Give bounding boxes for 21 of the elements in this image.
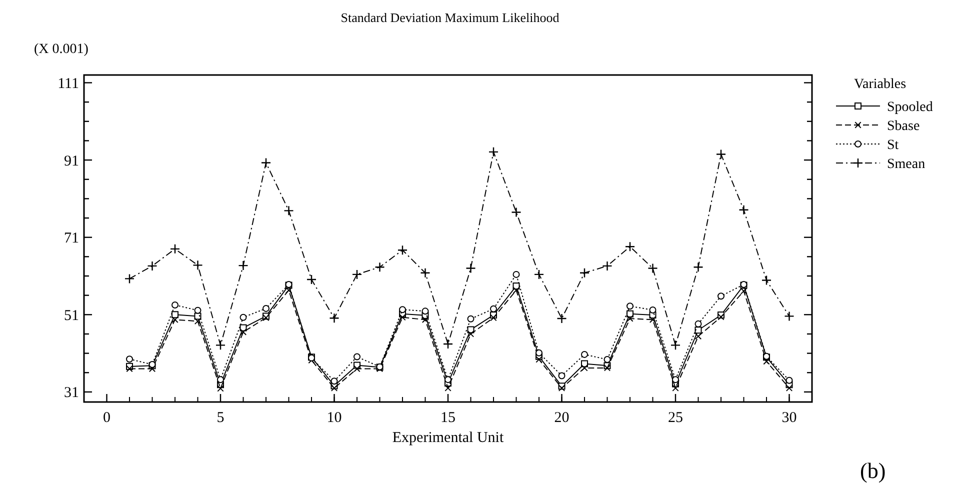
legend-title: Variables bbox=[854, 77, 906, 92]
x-tick-label: 20 bbox=[554, 410, 570, 426]
x-tick-label: 5 bbox=[216, 410, 224, 426]
text: (b) bbox=[860, 458, 886, 483]
x-tick-label: 10 bbox=[326, 410, 342, 426]
x-tick-label: 25 bbox=[668, 410, 683, 426]
legend-label: Smean bbox=[887, 156, 926, 172]
text: (X 0.001) bbox=[34, 42, 89, 57]
legend-label: Spooled bbox=[887, 100, 933, 115]
y-tick-label: 51 bbox=[64, 308, 79, 324]
legend-label: Sbase bbox=[887, 118, 920, 134]
y-tick-label: 91 bbox=[64, 153, 79, 170]
x-axis-title: Experimental Unit bbox=[392, 430, 504, 446]
y-tick-label: 71 bbox=[64, 230, 79, 247]
x-tick-label: 15 bbox=[440, 410, 456, 426]
x-tick-label: 0 bbox=[103, 410, 110, 426]
chart-title: Standard Deviation Maximum Likelihood bbox=[340, 10, 560, 25]
y-tick-label: 111 bbox=[58, 76, 79, 92]
y-tick-label: 31 bbox=[64, 385, 79, 402]
x-tick-label: 30 bbox=[782, 410, 797, 426]
legend-label: St bbox=[887, 138, 899, 153]
